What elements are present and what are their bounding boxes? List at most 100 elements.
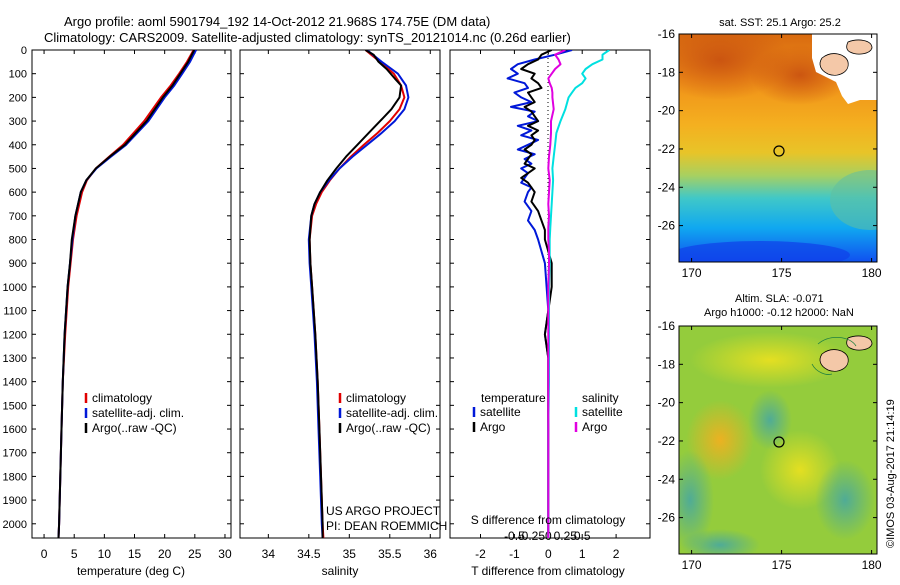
sst-map-frame [678,33,878,263]
map-y-tick-label: -24 [658,180,676,194]
depth-tick-label: 1900 [3,495,27,507]
s-tick-label: -0.25 [518,529,546,543]
x-tick-label: 35.5 [378,547,402,561]
map-x-tick-label: 170 [682,558,702,572]
x-tick-label: 1 [579,547,586,561]
figure-title-line2: Climatology: CARS2009. Satellite-adjuste… [44,30,571,45]
x-tick-label: 15 [128,547,142,561]
series-line-climatology [57,50,195,538]
depth-tick-label: 400 [9,140,27,152]
map-y-tick-label: -20 [658,396,676,410]
legend-label: satellite [582,405,623,419]
temperature-x-axis: 0 5 10 15 20 25 30 [41,50,232,561]
x-tick-label: 34.5 [297,547,321,561]
map-y-tick-label: -26 [658,511,676,525]
depth-tick-label: 800 [9,235,27,247]
map-y-tick-label: -24 [658,472,676,486]
map-x-tick-label: 175 [772,558,792,572]
sst-map [679,34,877,262]
t-difference-xlabel: T difference from climatology [471,564,625,578]
x-tick-label: 0 [41,547,48,561]
series-line-satellite-adj-clim- [307,50,410,538]
legend-label: climatology [346,391,406,405]
legend-title-temperature: temperature [481,391,546,405]
map-y-tick-label: -16 [658,319,676,333]
depth-tick-label: 100 [9,69,27,81]
reef-outline [811,337,857,375]
sla-high-patch [690,332,850,388]
depth-tick-label: 1500 [3,400,27,412]
legend-label: Argo [480,420,506,434]
depth-axis: 0 100 200 300 400 500 600 700 800 900 1000 1100 1200… [3,45,650,531]
sla-low-patch [815,460,875,540]
argo-location-marker [773,436,785,448]
x-tick-label: -1 [509,547,520,561]
x-tick-label: -2 [475,547,486,561]
map-y-tick-label: -18 [658,65,676,79]
difference-x-axis: -2 -1 0 1 2-0.5-0.25 0 0.250.5 [475,50,620,561]
s-tick-label: -0.5 [504,529,525,543]
depth-tick-label: 600 [9,187,27,199]
fiji-island [846,39,873,55]
difference-lines [506,50,610,538]
depth-tick-label: 1800 [3,471,27,483]
x-tick-label: 35 [343,547,357,561]
x-tick-label: 5 [71,547,78,561]
sla-map-title-line1: Altim. SLA: -0.071 [735,293,824,305]
series-line-satellite-adj-clim- [57,50,197,538]
sst-deep-blue-patch [679,241,850,262]
depth-tick-label: 1700 [3,448,27,460]
map-y-tick-label: -26 [658,219,676,233]
fiji-island [819,349,849,372]
depth-tick-label: 1000 [3,282,27,294]
depth-tick-label: 1300 [3,353,27,365]
legend-label: Argo(..raw -QC) [346,421,431,435]
depth-tick-label: 500 [9,163,27,175]
salinity-xlabel: salinity [322,564,359,578]
series-line-t-argo [520,50,553,538]
sla-map-frame [678,325,878,555]
map-y-tick-label: -22 [658,142,676,156]
x-tick-label: 2 [613,547,620,561]
depth-tick-label: 1400 [3,377,27,389]
salinity-x-axis: 34 34.5 35 35.5 36 [262,50,437,561]
sla-map [679,326,877,554]
copyright-timestamp: ©IMOS 03-Aug-2017 21:14:19 [885,399,897,548]
map-x-tick-label: 180 [862,266,882,280]
depth-tick-label: 0 [21,45,27,57]
sla-low-patch [680,529,760,554]
series-line-s-satellite [547,50,610,538]
map-y-tick-label: -22 [658,434,676,448]
depth-tick-label: 1600 [3,424,27,436]
legend-title-salinity: salinity [582,391,619,405]
depth-tick-label: 700 [9,211,27,223]
sla-map-axes: 170 175 180 -16 -18 -20 -22 -24 -26 [658,319,882,572]
map-y-tick-label: -18 [658,357,676,371]
map-x-tick-label: 175 [772,266,792,280]
x-tick-label: 30 [218,547,232,561]
depth-tick-label: 1200 [3,329,27,341]
x-tick-label: 10 [98,547,112,561]
sst-map-title: sat. SST: 25.1 Argo: 25.2 [719,17,841,29]
map-y-tick-label: -20 [658,104,676,118]
legend-label: satellite-adj. clim. [346,406,438,420]
sst-map-axes: 170 175 180 -16 -18 -20 -22 -24 -26 [658,27,882,280]
sla-map-title-line2: Argo h1000: -0.12 h2000: NaN [704,307,854,319]
depth-tick-label: 1100 [3,306,27,318]
temperature-lines [57,50,197,538]
s-tick-label: 0.5 [574,529,591,543]
depth-tick-label: 200 [9,92,27,104]
project-annotation-line1: US ARGO PROJECT [326,504,441,518]
legend-label: Argo(..raw -QC) [92,421,177,435]
map-y-tick-label: -16 [658,27,676,41]
legend-label: Argo [582,420,608,434]
series-line-s-argo [547,50,566,538]
series-line-t-satellite [506,50,573,538]
legend-label: satellite-adj. clim. [92,406,184,420]
series-line-climatology [308,50,406,538]
temperature-xlabel: temperature (deg C) [77,564,185,578]
legend-label: satellite [480,405,521,419]
x-tick-label: 0 [545,547,552,561]
series-line-argo-raw-qc- [57,50,196,538]
